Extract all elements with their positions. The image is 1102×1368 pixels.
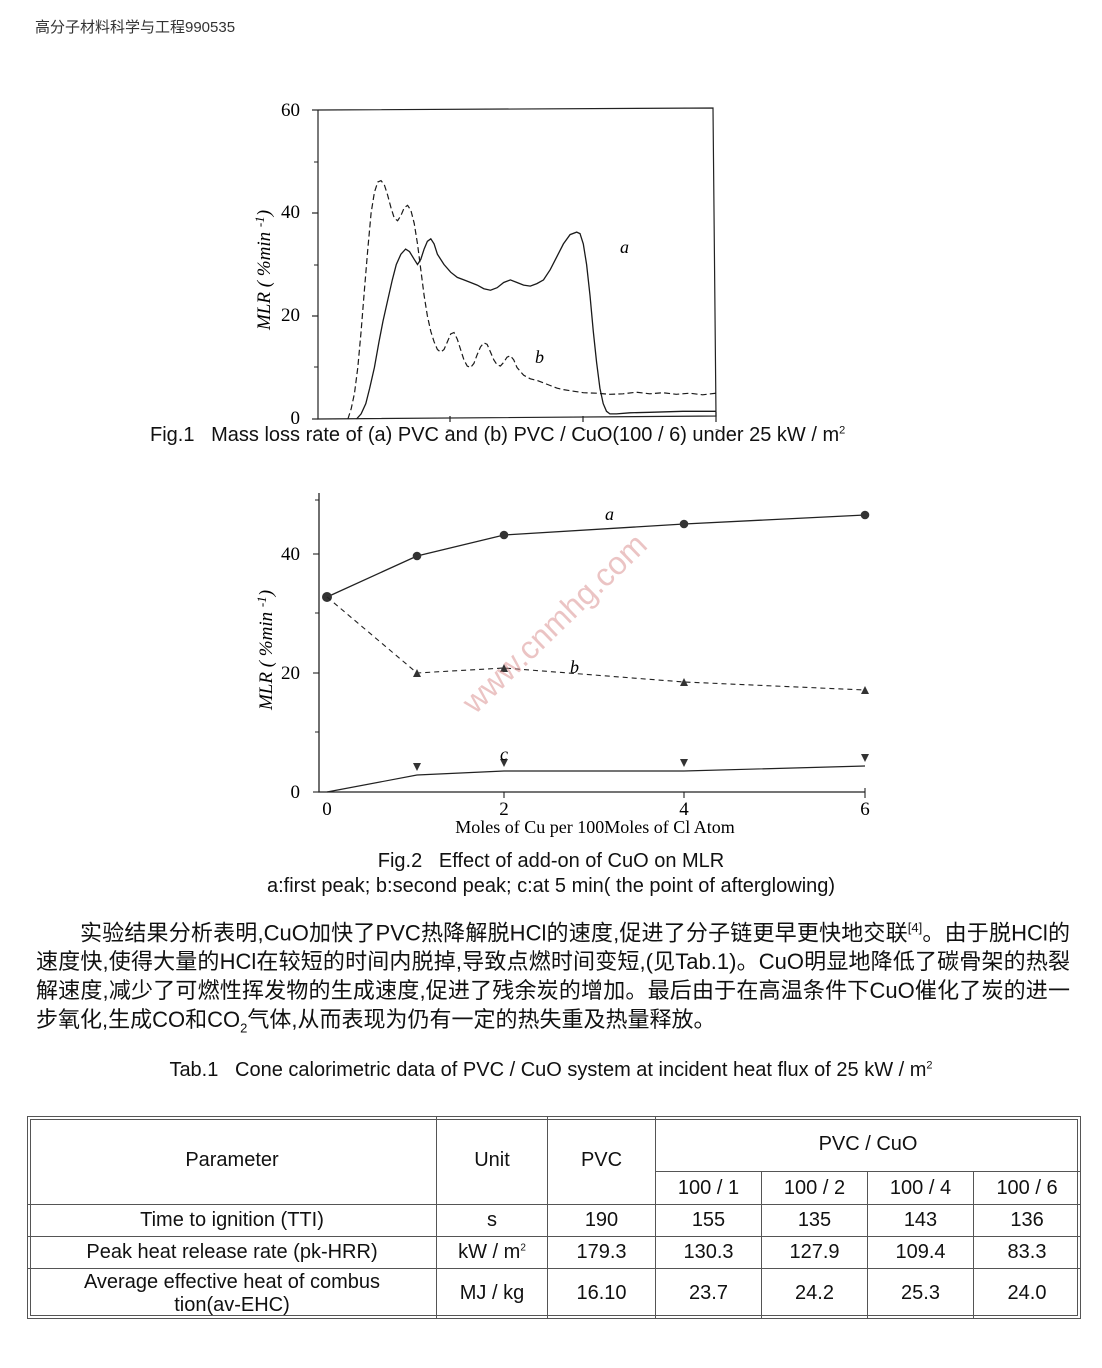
svg-text:40: 40 (281, 202, 300, 223)
svg-text:www.cnmhg.com: www.cnmhg.com (454, 526, 654, 721)
svg-text:40: 40 (281, 544, 300, 565)
svg-text:20: 20 (281, 305, 300, 326)
svg-text:6: 6 (860, 799, 870, 820)
svg-text:b: b (570, 657, 579, 677)
svg-text:60: 60 (281, 100, 300, 121)
svg-text:0: 0 (322, 799, 332, 820)
svg-text:Moles of Cu per 100Moles of Cl: Moles of Cu per 100Moles of Cl Atom (455, 817, 735, 837)
svg-text:20: 20 (281, 663, 300, 684)
svg-text:c: c (500, 744, 508, 764)
svg-text:a: a (605, 504, 614, 524)
svg-text:0: 0 (291, 782, 301, 803)
svg-text:MLR ( %min -1): MLR ( %min -1) (254, 590, 277, 711)
svg-text:MLR ( %min -1): MLR ( %min -1) (252, 210, 275, 331)
svg-text:b: b (535, 347, 544, 367)
svg-text:a: a (620, 237, 629, 257)
